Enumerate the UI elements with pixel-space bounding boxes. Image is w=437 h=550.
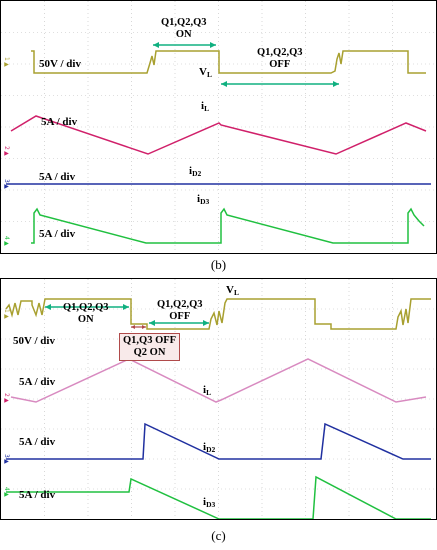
on-note-c-line2: ON — [77, 314, 94, 325]
mid-note-c-line2: Q2 ON — [133, 347, 166, 358]
il-label-b: iL — [201, 101, 209, 113]
id2-label-c-main: i — [203, 441, 207, 453]
scale-id2-c: 5A / div — [19, 436, 56, 448]
id3-label-c-sub: D3 — [206, 500, 216, 509]
on-note-b-line2: ON — [175, 29, 192, 40]
on-note-b-line1: Q1,Q2,Q3 — [161, 17, 207, 28]
id3-trace-b — [31, 207, 425, 244]
scale-id2-b: 5A / div — [39, 171, 76, 183]
off-note-c: Q1,Q2,Q3 OFF — [157, 299, 203, 323]
il-label-b-main: i — [201, 100, 205, 112]
scale-id3-b: 5A / div — [39, 228, 76, 240]
off-arrow-head-left-b — [221, 81, 227, 87]
scope-panel-c: Q1,Q2,Q3 ON Q1,Q2,Q3 OFF Q1,Q3 OFF Q2 ON… — [0, 278, 437, 520]
vl-trace-b — [31, 50, 426, 74]
off-arrow-head-left-c — [149, 320, 155, 326]
vl-label-c-main: V — [226, 284, 234, 296]
vl-label-b: VL — [199, 67, 212, 79]
off-note-b-line2: OFF — [269, 59, 291, 70]
off-note-b-line1: Q1,Q2,Q3 — [257, 47, 303, 58]
id3-label-b-main: i — [197, 193, 201, 205]
caption-c: (c) — [211, 528, 226, 543]
vl-label-c: VL — [226, 285, 239, 297]
id3-label-b: iD3 — [197, 194, 209, 206]
on-note-c: Q1,Q2,Q3 ON — [63, 302, 109, 326]
ch2-marker-c: 2▶ — [3, 393, 10, 404]
vl-label-b-main: V — [199, 66, 207, 78]
ch4-marker-b: 4▶ — [3, 236, 10, 247]
id2-label-c: iD2 — [203, 442, 215, 454]
on-note-c-line1: Q1,Q2,Q3 — [63, 302, 109, 313]
vl-label-c-sub: L — [233, 288, 239, 297]
scope-panel-b: Q1,Q2,Q3 ON Q1,Q2,Q3 OFF 50V / div VL iL… — [0, 0, 437, 254]
scale-v-c: 50V / div — [13, 335, 55, 347]
on-arrow-head-left-b — [153, 42, 159, 48]
off-arrow-head-right-b — [333, 81, 339, 87]
scale-id3-c: 5A / div — [19, 489, 56, 501]
scale-il-c: 5A / div — [19, 376, 56, 388]
mid-arrow-head-right-c — [142, 325, 146, 329]
il-trace-b — [10, 115, 427, 155]
ch3-marker-c: 3▶ — [3, 454, 10, 465]
scale-v-b: 50V / div — [39, 58, 81, 70]
id2-label-b-sub: D2 — [192, 169, 202, 178]
id3-label-b-sub: D3 — [200, 197, 210, 206]
ch3-marker-b: 3▶ — [3, 179, 10, 190]
scope-grid-b — [1, 1, 436, 253]
il-label-b-sub: L — [204, 104, 210, 113]
il-label-c-main: i — [203, 384, 207, 396]
off-note-c-line1: Q1,Q2,Q3 — [157, 299, 203, 310]
off-arrow-head-right-c — [203, 320, 209, 326]
on-arrow-head-right-c — [123, 304, 129, 310]
id2-label-b-main: i — [189, 165, 193, 177]
on-note-b: Q1,Q2,Q3 ON — [161, 17, 207, 41]
vl-trace-c — [5, 298, 431, 330]
ch1-marker-c: 1▶ — [3, 309, 10, 320]
on-arrow-head-left-c — [45, 304, 51, 310]
id3-label-c: iD3 — [203, 497, 215, 509]
scope-grid-c — [1, 279, 436, 519]
mid-note-c: Q1,Q3 OFF Q2 ON — [119, 333, 181, 361]
mid-note-c-line1: Q1,Q3 OFF — [123, 335, 177, 346]
il-trace-c — [10, 358, 427, 403]
on-arrow-head-right-b — [210, 42, 216, 48]
ch2-marker-b: 2▶ — [3, 146, 10, 157]
scale-il-b: 5A / div — [41, 116, 78, 128]
id2-label-b: iD2 — [189, 166, 201, 178]
id3-label-c-main: i — [203, 496, 207, 508]
ch4-marker-c: 4▶ — [3, 487, 10, 498]
id2-trace-c — [6, 422, 431, 460]
il-label-c: iL — [203, 385, 211, 397]
id2-label-c-sub: D2 — [206, 445, 216, 454]
caption-b: (b) — [210, 257, 227, 272]
ch1-marker-b: 1▶ — [3, 57, 10, 68]
off-note-c-line2: OFF — [169, 311, 191, 322]
vl-label-b-sub: L — [206, 70, 212, 79]
off-note-b: Q1,Q2,Q3 OFF — [257, 47, 303, 71]
id3-trace-c — [6, 475, 431, 519]
il-label-c-sub: L — [206, 388, 212, 397]
mid-arrow-head-left-c — [131, 325, 135, 329]
